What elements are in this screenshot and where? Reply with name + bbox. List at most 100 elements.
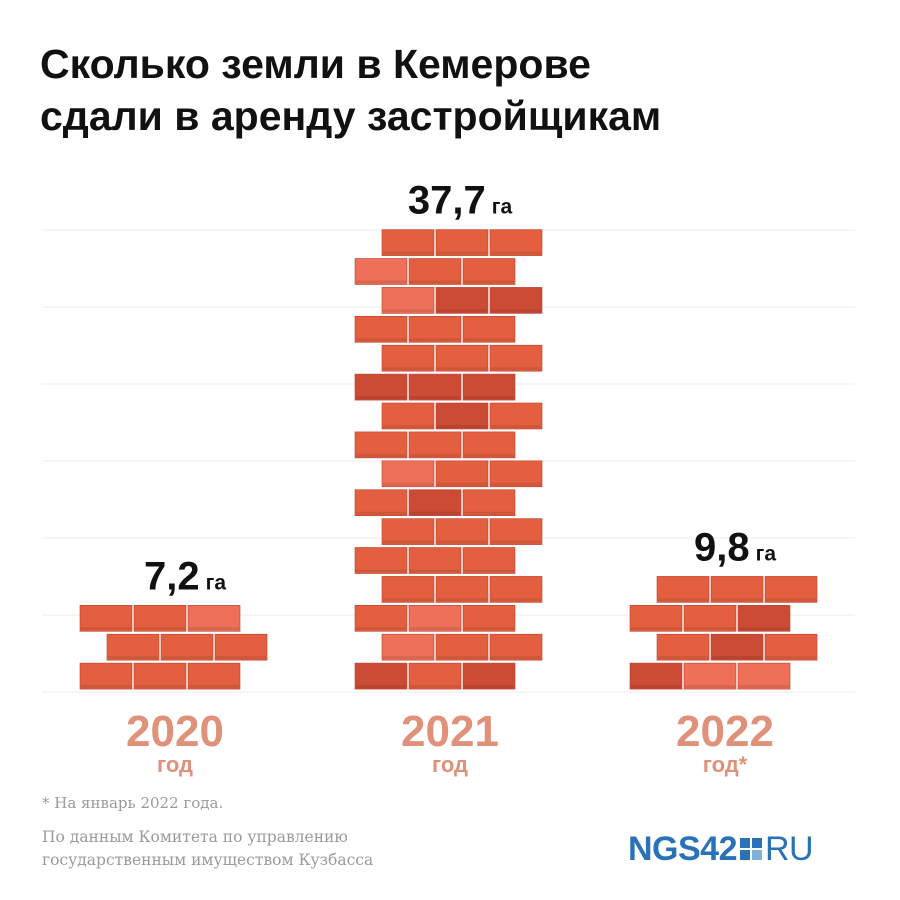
brick-shadow (135, 685, 185, 689)
brick-shadow (383, 598, 433, 602)
brick-shadow (356, 338, 406, 342)
brick-shadow (685, 627, 735, 631)
brick-shadow (410, 396, 460, 400)
category-sublabel: год* (703, 752, 748, 777)
brick (764, 633, 818, 661)
brick (489, 344, 543, 372)
brick (354, 604, 408, 632)
brick-shadow (383, 482, 433, 486)
value-unit: га (492, 196, 513, 219)
title-line-1: Сколько земли в Кемерове (40, 41, 591, 87)
brick-shadow (356, 511, 406, 515)
brick-shadow (383, 309, 433, 313)
brick-shadow (410, 280, 460, 284)
brick-shadow (356, 396, 406, 400)
brick (629, 604, 683, 632)
brick (160, 633, 214, 661)
brick-shadow (189, 627, 239, 631)
brick-shadow (437, 482, 487, 486)
brick-shadow (383, 425, 433, 428)
brick-shadow (410, 569, 460, 573)
brick-shadow (491, 598, 541, 602)
brick-shadow (631, 685, 681, 689)
brick (435, 460, 489, 488)
brick-shadow (712, 656, 762, 660)
brick-shadow (491, 367, 541, 371)
brick (435, 402, 489, 430)
brick (489, 287, 543, 314)
brick (462, 258, 516, 285)
brick-shadow (739, 627, 789, 631)
brick (489, 518, 543, 545)
brick (489, 229, 543, 256)
brick-shadow (491, 251, 541, 255)
brick-shadow (216, 656, 266, 660)
brick-shadow (383, 367, 433, 371)
brick-shadow (464, 511, 514, 515)
brick-shadow (410, 453, 460, 457)
source-line-1: По данным Комитета по управлению (42, 828, 348, 846)
brick-shadow (356, 280, 406, 284)
bar-2022 (629, 576, 818, 690)
brick (354, 431, 408, 459)
brick (435, 576, 489, 603)
value-number: 7,2 (144, 554, 200, 598)
brick-shadow (437, 425, 487, 428)
brick (354, 662, 408, 690)
brick (408, 662, 462, 690)
brick-shadow (162, 656, 212, 660)
brick (381, 344, 435, 372)
brick (106, 633, 160, 661)
brick (408, 258, 462, 285)
brick-shadow (464, 453, 514, 457)
brick-shadow (685, 685, 735, 689)
brick-shadow (491, 425, 541, 428)
brick (408, 604, 462, 632)
brick (381, 518, 435, 545)
value-number: 9,8 (694, 525, 750, 569)
brick (489, 460, 543, 488)
brick-shadow (383, 540, 433, 544)
brick (462, 547, 516, 574)
logo-brand: NGS42 (628, 830, 738, 868)
brick (408, 315, 462, 343)
brick (381, 460, 435, 488)
brick (462, 431, 516, 459)
brick (381, 402, 435, 430)
brick (79, 604, 133, 632)
value-label: 37,7 га (408, 179, 513, 223)
brick-shadow (356, 453, 406, 457)
brick (710, 576, 764, 603)
brick-shadow (464, 396, 514, 400)
brick (354, 315, 408, 343)
category-label: 2020 (126, 707, 224, 756)
brick (489, 402, 543, 430)
brick (381, 229, 435, 256)
brick (683, 662, 737, 690)
brick (133, 662, 187, 690)
brick-shadow (491, 656, 541, 660)
ngs-squares-icon (740, 838, 762, 860)
brick-shadow (464, 280, 514, 284)
brick-shadow (437, 309, 487, 313)
brick (489, 633, 543, 661)
brick-shadow (410, 511, 460, 515)
brick (462, 662, 516, 690)
brick (354, 489, 408, 517)
brick-shadow (356, 685, 406, 689)
source-note: По данным Комитета по управлению государ… (42, 826, 522, 872)
footnote: * На январь 2022 года. (42, 794, 224, 812)
ngs42-logo[interactable]: NGS42 RU (628, 830, 814, 868)
brick-shadow (491, 540, 541, 544)
brick (435, 229, 489, 256)
brick-shadow (658, 656, 708, 660)
brick (462, 489, 516, 517)
brick (462, 604, 516, 632)
brick-shadow (410, 685, 460, 689)
brick (381, 287, 435, 314)
logo-suffix: RU (765, 830, 814, 868)
brick (187, 604, 241, 632)
brick (435, 633, 489, 661)
category-label: 2022 (676, 707, 774, 756)
